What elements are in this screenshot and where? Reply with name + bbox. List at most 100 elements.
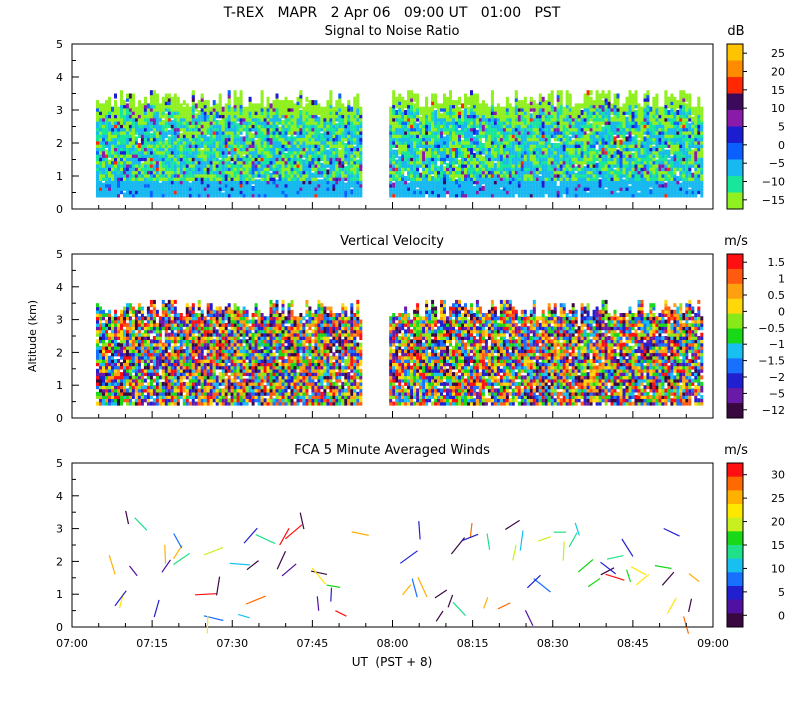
data-cell (389, 119, 393, 125)
data-cell (218, 136, 222, 142)
data-cell (329, 179, 333, 185)
data-cell (470, 133, 473, 139)
data-cell (161, 100, 165, 106)
data-cell (595, 182, 599, 188)
data-cell (251, 123, 255, 129)
data-cell (305, 169, 309, 175)
data-cell (275, 106, 279, 112)
data-cell (538, 123, 542, 129)
data-cell (108, 143, 111, 148)
data-cell (242, 185, 246, 191)
data-cell (269, 146, 273, 152)
data-cell (556, 189, 560, 195)
data-cell (526, 126, 530, 132)
data-cell (221, 152, 225, 158)
data-cell (586, 172, 590, 178)
data-cell (146, 129, 150, 135)
data-cell (131, 162, 135, 168)
data-cell (541, 162, 545, 168)
data-cell (272, 172, 276, 178)
data-cell (314, 116, 318, 122)
data-cell (443, 172, 446, 178)
data-cell (628, 110, 632, 115)
data-cell (392, 149, 396, 155)
data-cell (117, 110, 120, 115)
data-cell (278, 152, 282, 158)
data-cell (332, 126, 336, 132)
data-cell (155, 182, 159, 188)
data-cell (230, 192, 234, 198)
data-cell (272, 133, 276, 139)
data-cell (188, 106, 192, 112)
data-cell (601, 103, 605, 109)
data-cell (637, 129, 641, 135)
data-cell (613, 185, 617, 191)
data-cell (592, 189, 596, 195)
data-cell (538, 156, 542, 162)
data-cell (461, 192, 464, 198)
data-cell (484, 162, 488, 168)
data-cell (580, 133, 584, 139)
data-cell (176, 143, 180, 148)
data-cell (281, 119, 285, 125)
data-cell (589, 143, 593, 148)
data-cell (266, 119, 270, 125)
data-cell (416, 133, 420, 139)
data-cell (478, 156, 482, 162)
data-cell (499, 182, 503, 188)
data-cell (296, 106, 300, 112)
data-cell (637, 113, 641, 119)
data-cell (209, 172, 213, 178)
data-cell (179, 169, 183, 175)
data-cell (224, 185, 228, 191)
data-cell (224, 103, 228, 109)
data-cell (550, 90, 554, 96)
data-cell (188, 116, 192, 122)
data-cell (550, 96, 554, 102)
data-cell (452, 185, 455, 191)
data-cell (389, 116, 393, 122)
data-cell (155, 116, 159, 122)
data-cell (200, 189, 204, 195)
data-cell (592, 156, 596, 162)
data-cell (535, 149, 539, 155)
data-cell (302, 192, 306, 198)
data-cell (117, 182, 120, 188)
data-cell (487, 179, 491, 185)
data-cell (526, 162, 530, 168)
data-cell (266, 143, 270, 148)
data-cell (176, 185, 180, 191)
data-cell (326, 139, 330, 145)
data-cell (353, 172, 357, 178)
data-cell (470, 192, 473, 198)
data-cell (233, 169, 237, 175)
data-cell (278, 139, 282, 145)
data-cell (452, 149, 455, 155)
data-cell (395, 159, 399, 165)
data-cell (128, 172, 132, 178)
data-cell (568, 100, 572, 106)
data-cell (511, 123, 515, 129)
data-cell (583, 159, 587, 165)
data-cell (517, 162, 521, 168)
data-cell (553, 126, 557, 132)
data-cell (592, 123, 596, 129)
data-cell (161, 166, 165, 172)
data-cell (446, 123, 449, 129)
data-cell (275, 110, 279, 115)
data-cell (239, 182, 243, 188)
data-cell (601, 192, 605, 198)
data-cell (622, 146, 626, 152)
data-cell (643, 159, 647, 165)
data-cell (167, 185, 171, 191)
data-cell (622, 166, 626, 172)
data-cell (464, 93, 467, 99)
data-cell (395, 152, 399, 158)
data-cell (529, 113, 533, 119)
data-cell (481, 176, 485, 181)
data-cell (416, 116, 420, 122)
data-cell (188, 126, 192, 132)
data-cell (586, 90, 590, 96)
data-cell (206, 169, 210, 175)
data-cell (508, 103, 512, 109)
